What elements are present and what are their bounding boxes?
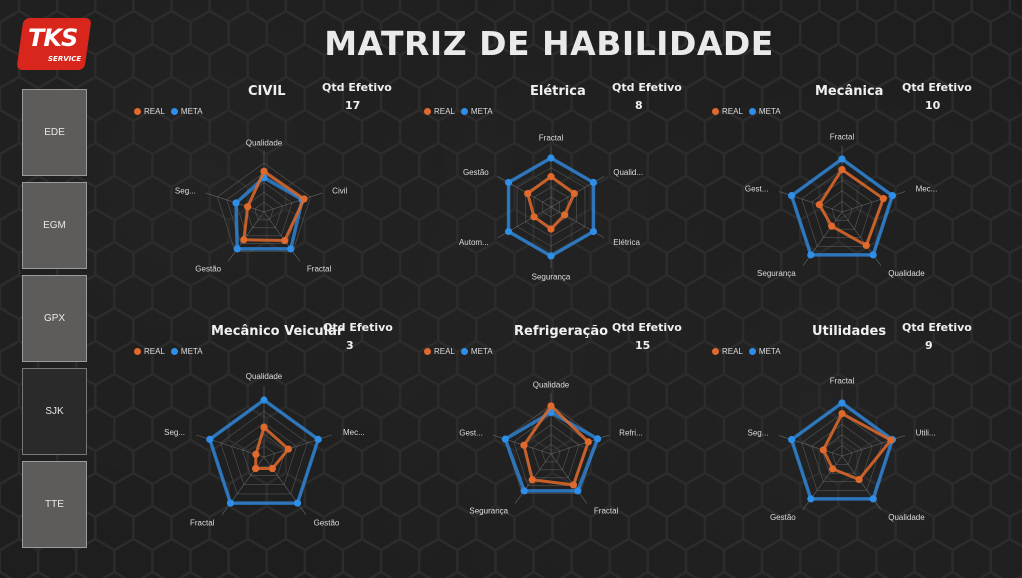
qtd-efetivo-value: 10 bbox=[925, 99, 941, 112]
chart-legend: REAL META bbox=[424, 347, 499, 356]
legend-label: META bbox=[470, 347, 493, 356]
chart-title: Refrigeração bbox=[514, 324, 609, 339]
radar-panel: Refrigeração Qtd Efetivo 15 REAL META bbox=[420, 318, 720, 558]
qtd-efetivo-label: Qtd Efetivo bbox=[612, 81, 682, 94]
qtd-efetivo-value: 9 bbox=[925, 339, 933, 352]
legend-label: META bbox=[470, 107, 493, 116]
legend-label: REAL bbox=[144, 107, 165, 116]
legend-label: REAL bbox=[144, 347, 165, 356]
qtd-efetivo-value: 17 bbox=[345, 99, 361, 112]
legend-dot bbox=[134, 348, 141, 355]
legend-label: REAL bbox=[434, 347, 455, 356]
legend-meta[interactable]: META bbox=[170, 107, 203, 116]
chart-title: Elétrica bbox=[530, 84, 586, 99]
legend-real[interactable]: REAL bbox=[134, 107, 165, 116]
qtd-efetivo-value: 8 bbox=[635, 99, 643, 112]
radar-panel: Elétrica Qtd Efetivo 8 REAL META bbox=[420, 78, 720, 318]
legend-label: META bbox=[758, 107, 781, 116]
legend-meta[interactable]: META bbox=[748, 347, 781, 356]
sidebar-item-ede[interactable]: EDE bbox=[22, 89, 87, 176]
qtd-efetivo-label: Qtd Efetivo bbox=[323, 321, 393, 334]
legend-dot bbox=[748, 108, 756, 115]
sidebar-item-tte[interactable]: TTE bbox=[22, 461, 87, 548]
qtd-efetivo-label: Qtd Efetivo bbox=[902, 81, 972, 94]
legend-dot bbox=[712, 108, 719, 115]
page-title: MATRIZ DE HABILIDADE bbox=[324, 24, 774, 63]
legend-dot bbox=[460, 108, 468, 115]
sidebar-item-egm[interactable]: EGM bbox=[22, 182, 87, 269]
qtd-efetivo-label: Qtd Efetivo bbox=[902, 321, 972, 334]
chart-title: Mecânica bbox=[815, 84, 884, 99]
chart-legend: REAL META bbox=[712, 107, 787, 116]
legend-dot bbox=[748, 348, 756, 355]
qtd-efetivo-label: Qtd Efetivo bbox=[322, 81, 392, 94]
legend-meta[interactable]: META bbox=[460, 347, 493, 356]
legend-dot bbox=[170, 348, 178, 355]
legend-meta[interactable]: META bbox=[170, 347, 203, 356]
legend-dot bbox=[424, 348, 431, 355]
chart-legend: REAL META bbox=[134, 107, 209, 116]
chart-legend: REAL META bbox=[424, 107, 499, 116]
legend-label: META bbox=[758, 347, 781, 356]
legend-label: REAL bbox=[722, 347, 743, 356]
legend-real[interactable]: REAL bbox=[424, 347, 455, 356]
chart-legend: REAL META bbox=[134, 347, 209, 356]
legend-real[interactable]: REAL bbox=[712, 107, 743, 116]
legend-label: META bbox=[180, 107, 203, 116]
radar-panel: Mecânica Qtd Efetivo 10 REAL META bbox=[708, 78, 1008, 318]
legend-real[interactable]: REAL bbox=[424, 107, 455, 116]
legend-label: REAL bbox=[722, 107, 743, 116]
legend-real[interactable]: REAL bbox=[712, 347, 743, 356]
legend-dot bbox=[424, 108, 431, 115]
sidebar: EDE EGM GPX SJK TTE bbox=[22, 89, 89, 554]
legend-dot bbox=[134, 108, 141, 115]
qtd-efetivo-value: 15 bbox=[635, 339, 651, 352]
chart-title: Utilidades bbox=[812, 324, 887, 339]
logo-text: TKS bbox=[28, 24, 78, 52]
sidebar-item-sjk[interactable]: SJK bbox=[22, 368, 87, 455]
qtd-efetivo-value: 3 bbox=[346, 339, 354, 352]
qtd-efetivo-label: Qtd Efetivo bbox=[612, 321, 682, 334]
legend-dot bbox=[460, 348, 468, 355]
sidebar-item-gpx[interactable]: GPX bbox=[22, 275, 87, 362]
radar-panel: CIVIL Qtd Efetivo 17 REAL META bbox=[130, 78, 430, 318]
chart-title: CIVIL bbox=[248, 84, 286, 99]
legend-dot bbox=[170, 108, 178, 115]
chart-title: Mecânico Veicular bbox=[211, 324, 344, 339]
legend-meta[interactable]: META bbox=[748, 107, 781, 116]
legend-dot bbox=[712, 348, 719, 355]
legend-meta[interactable]: META bbox=[460, 107, 493, 116]
legend-label: META bbox=[180, 347, 203, 356]
legend-real[interactable]: REAL bbox=[134, 347, 165, 356]
tks-logo: TKS SERVICE bbox=[16, 18, 92, 72]
legend-label: REAL bbox=[434, 107, 455, 116]
radar-panel: Mecânico Veicular Qtd Efetivo 3 REAL META bbox=[130, 318, 430, 558]
logo-subtext: SERVICE bbox=[48, 55, 82, 63]
chart-legend: REAL META bbox=[712, 347, 787, 356]
radar-panel: Utilidades Qtd Efetivo 9 REAL META bbox=[708, 318, 1008, 558]
